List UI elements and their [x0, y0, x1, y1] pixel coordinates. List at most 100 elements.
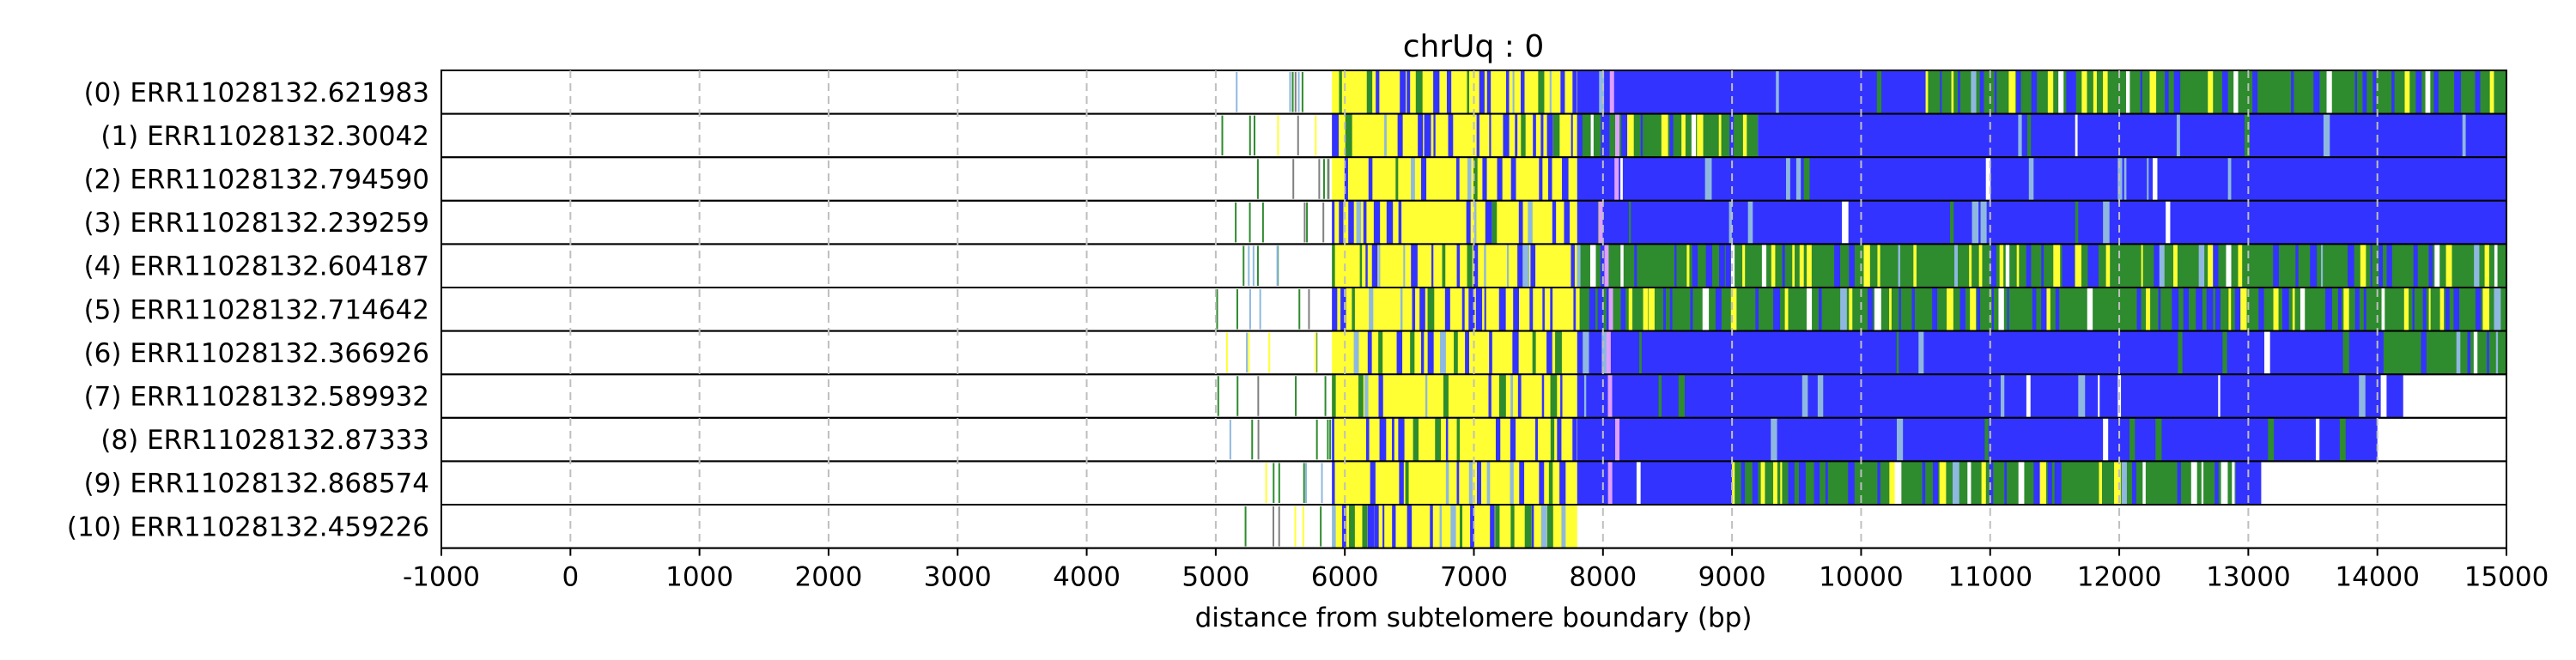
read-mark [1216, 289, 1218, 330]
read-mark [2054, 461, 2062, 505]
read-mark [1484, 244, 1486, 288]
read-mark [2268, 417, 2275, 462]
read-mark [1476, 461, 1482, 505]
read-mark [1485, 200, 1492, 245]
read-mark [1265, 463, 1267, 503]
read-mark [2136, 288, 2142, 331]
read-mark [1742, 244, 1746, 288]
read-label: (10) ERR11028132.459226 [67, 512, 429, 542]
read-segment [1332, 200, 1577, 245]
read-mark [1403, 244, 1406, 288]
read-mark [1332, 417, 1334, 462]
read-mark [2155, 417, 2162, 462]
x-axis-ticks: -1000 0 1000 2000 3000 4000 5000 6000 7000 8000 90… [403, 547, 2549, 593]
read-mark [1795, 157, 1801, 201]
read-mark [1435, 417, 1442, 462]
read-segment [1332, 113, 1577, 158]
read-mark [1430, 505, 1433, 548]
read-mark [1248, 245, 1250, 286]
read-mark [2252, 70, 2258, 114]
read-mark [1327, 159, 1330, 199]
read-mark [2033, 461, 2041, 505]
read-mark [1773, 288, 1781, 331]
read-mark [1486, 70, 1492, 114]
read-mark [2154, 244, 2160, 288]
read-mark [2445, 288, 2450, 331]
read-mark [1456, 461, 1460, 505]
read-mark [2313, 70, 2320, 114]
read-mark [2071, 70, 2076, 114]
read-mark [1546, 113, 1553, 158]
read-segment [1332, 244, 1577, 288]
read-mark [1742, 113, 1747, 158]
read-mark [1475, 288, 1483, 331]
read-mark [2240, 288, 2247, 331]
read-mark [2245, 113, 2251, 158]
x-tick-label: 1000 [665, 562, 733, 593]
read-mark [1933, 461, 1939, 505]
read-mark [1761, 244, 1767, 288]
read-mark [2264, 330, 2270, 375]
read-mark [2218, 374, 2221, 418]
read-mark [1272, 506, 1274, 547]
read-mark [2494, 288, 2501, 331]
read-mark [1559, 461, 1566, 505]
read-mark [2323, 113, 2330, 158]
read-row [440, 504, 2507, 549]
read-mark [1599, 70, 1605, 114]
read-mark [1876, 70, 1882, 114]
read-mark [2234, 288, 2241, 331]
x-tick-label: 15000 [2464, 562, 2549, 593]
read-mark [1332, 113, 1340, 158]
read-mark [1479, 70, 1485, 114]
read-mark [2482, 288, 2490, 331]
read-mark [2078, 374, 2086, 418]
read-mark [1505, 70, 1510, 114]
read-mark [1690, 288, 1693, 331]
read-mark [2125, 70, 2130, 114]
read-mark [1348, 200, 1354, 245]
read-mark [1658, 374, 1662, 418]
read-mark [1950, 200, 1954, 245]
read-mark [1398, 200, 1402, 245]
read-mark [1686, 244, 1690, 288]
read-mark [2176, 113, 2180, 158]
read-mark [2222, 330, 2227, 375]
read-segment [1332, 157, 1577, 201]
read-mark [1373, 200, 1381, 245]
read-mark [2227, 157, 2232, 201]
read-mark [1427, 288, 1435, 331]
read-mark [1606, 113, 1610, 158]
read-mark [1252, 245, 1255, 286]
read-mark [1730, 288, 1737, 331]
read-mark [1365, 244, 1368, 288]
read-mark [2386, 244, 2392, 288]
read-mark [1303, 202, 1306, 243]
read-mark [2310, 244, 2318, 288]
read-mark [1669, 113, 1674, 158]
read-mark [1755, 288, 1759, 331]
read-mark [2281, 288, 2289, 331]
read-mark [1324, 376, 1327, 416]
read-mark [1427, 330, 1434, 375]
read-mark [2105, 244, 2111, 288]
read-mark [1217, 376, 1219, 416]
read-mark [1510, 505, 1515, 548]
read-mark [1894, 461, 1902, 505]
read-mark [1560, 70, 1565, 114]
read-mark [1807, 288, 1813, 331]
read-mark [2159, 244, 2165, 288]
read-mark [1601, 330, 1607, 375]
read-mark [1609, 70, 1614, 114]
read-mark [1978, 244, 1983, 288]
read-mark [1297, 72, 1300, 112]
read-mark [2215, 461, 2219, 505]
read-mark [2129, 417, 2136, 462]
x-tick-label: 7000 [1440, 562, 1508, 593]
read-mark [1488, 374, 1492, 418]
read-mark [1415, 70, 1423, 114]
read-mark [2047, 70, 2054, 114]
read-mark [1541, 374, 1545, 418]
read-mark [1277, 115, 1279, 156]
read-mark [1971, 200, 1979, 245]
